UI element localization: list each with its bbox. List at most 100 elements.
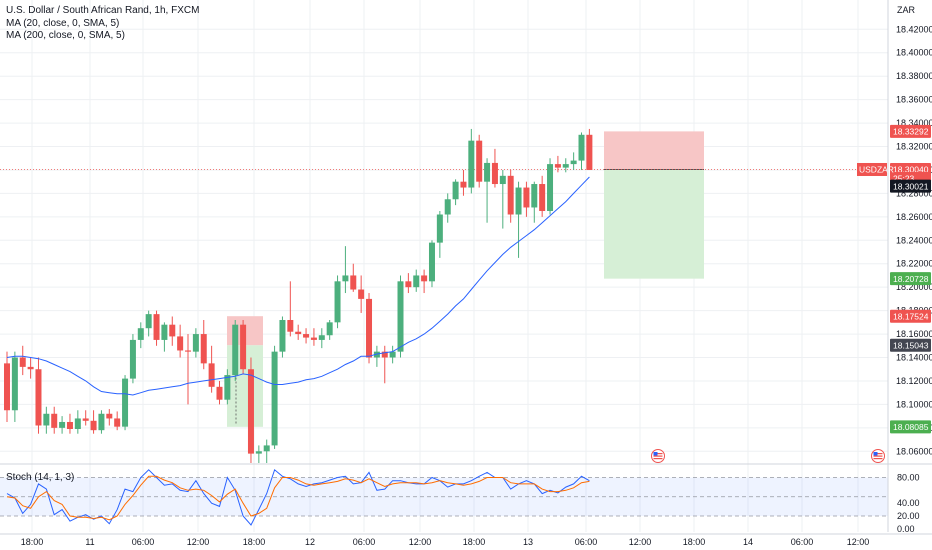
us-flag-icon-canton xyxy=(873,452,878,456)
candle-body xyxy=(263,445,270,452)
stoch-bands xyxy=(0,477,888,517)
candle-body xyxy=(224,375,231,400)
badge-entry2-text: 18.15043 xyxy=(893,340,929,350)
y-tick-label: 18.12000 xyxy=(896,376,932,386)
candle-body xyxy=(413,275,420,288)
candle-body xyxy=(578,134,585,161)
badge-symbol: USDZAR xyxy=(857,162,894,176)
badge-upper: 18.33292 xyxy=(890,124,931,138)
candle-body xyxy=(436,214,443,243)
legend-ma20: MA (20, close, 0, SMA, 5) xyxy=(6,18,120,29)
us-flag-icon-stripe xyxy=(653,455,663,457)
badge-entry2: 18.15043 xyxy=(890,338,931,352)
stochastic-lines xyxy=(6,468,590,526)
candle-body xyxy=(295,331,302,335)
candle-body xyxy=(523,187,530,208)
badge-buy-bg xyxy=(890,179,931,193)
x-tick-label: 11 xyxy=(85,537,94,547)
candle-body xyxy=(106,413,113,419)
candle-body xyxy=(208,363,215,387)
candle-body xyxy=(114,418,121,427)
candle-body xyxy=(145,314,152,329)
candle-body xyxy=(570,160,577,165)
candle-body xyxy=(460,181,467,188)
candle-body xyxy=(66,421,73,430)
y-tick-label: 18.24000 xyxy=(896,235,932,245)
candle-body xyxy=(90,420,97,431)
x-tick-label: 14 xyxy=(743,537,753,547)
candle-body xyxy=(137,328,144,340)
badge-stop: 18.17524 xyxy=(890,309,931,323)
grid xyxy=(0,0,932,532)
candle-body xyxy=(287,319,294,332)
candle-body xyxy=(82,418,89,421)
us-flag-icon-stripe xyxy=(653,453,663,455)
candle-body xyxy=(232,324,239,376)
y-tick-label: 18.26000 xyxy=(896,212,932,222)
x-tick-label: 12:00 xyxy=(409,537,432,547)
candle-body xyxy=(539,184,546,211)
candle-body xyxy=(358,289,365,299)
y-tick-label: 18.14000 xyxy=(896,353,932,363)
y-tick-label: 18.10000 xyxy=(896,399,932,409)
badge-target-bg xyxy=(890,272,931,286)
candle-body xyxy=(271,351,278,446)
y-tick-label: 18.06000 xyxy=(896,446,932,456)
candle-body xyxy=(350,275,357,290)
badge-symbol-text: USDZAR xyxy=(859,164,894,174)
candle-body xyxy=(554,164,561,168)
candle-body xyxy=(161,324,168,340)
candle-body xyxy=(334,281,341,323)
badge-countdown-text: 25:23 xyxy=(893,173,915,183)
candle-body xyxy=(11,357,18,411)
legend-ma200: MA (200, close, 0, SMA, 5) xyxy=(6,30,125,41)
candle-body xyxy=(452,181,459,200)
y-tick-label: 18.36000 xyxy=(896,95,932,105)
x-tick-label: 18:00 xyxy=(463,537,486,547)
candle-body xyxy=(192,334,199,352)
candle-body xyxy=(562,164,569,168)
candle-body xyxy=(240,324,247,370)
y-tick-label: 18.28000 xyxy=(896,188,932,198)
position-zones xyxy=(0,131,888,427)
candle-body xyxy=(468,140,475,188)
y-tick-label: 18.42000 xyxy=(896,24,932,34)
candles xyxy=(4,128,593,463)
x-tick-label: 18:00 xyxy=(683,537,706,547)
badge-upper-text: 18.33292 xyxy=(893,127,929,137)
candle-body xyxy=(444,199,451,215)
candle-body xyxy=(216,386,223,400)
candle-body xyxy=(129,339,136,379)
badge-symbol-bg xyxy=(857,162,887,176)
candle-body xyxy=(326,322,333,336)
stoch-d-line xyxy=(6,475,590,521)
candle-body xyxy=(373,351,380,358)
candle-body xyxy=(153,314,160,340)
x-tick-label: 12 xyxy=(305,537,315,547)
badge-target2: 18.08085 xyxy=(890,420,931,434)
us-flag-icon-stripe xyxy=(873,453,883,455)
candle-body xyxy=(19,357,26,367)
badge-buy-text: 18.30021 xyxy=(893,181,929,191)
badge-entry2-bg xyxy=(890,338,931,352)
stoch-tick-label: 0.00 xyxy=(897,524,915,534)
y-tick-label: 18.40000 xyxy=(896,48,932,58)
badge-target2-bg xyxy=(890,420,931,434)
candle-body xyxy=(421,275,428,282)
candle-body xyxy=(405,281,412,288)
take-profit-zone xyxy=(604,169,704,279)
x-tick-label: 06:00 xyxy=(791,537,814,547)
candle-body xyxy=(428,242,435,282)
x-tick-label: 06:00 xyxy=(132,537,155,547)
y-tick-label: 18.34000 xyxy=(896,118,932,128)
x-tick-label: 06:00 xyxy=(575,537,598,547)
candle-body xyxy=(547,164,554,211)
y-tick-label: 18.16000 xyxy=(896,329,932,339)
candle-body xyxy=(499,175,506,185)
ma20-line xyxy=(6,176,590,396)
currency-label: ZAR xyxy=(897,5,916,15)
candle-body xyxy=(27,366,34,370)
candle-body xyxy=(200,334,207,364)
